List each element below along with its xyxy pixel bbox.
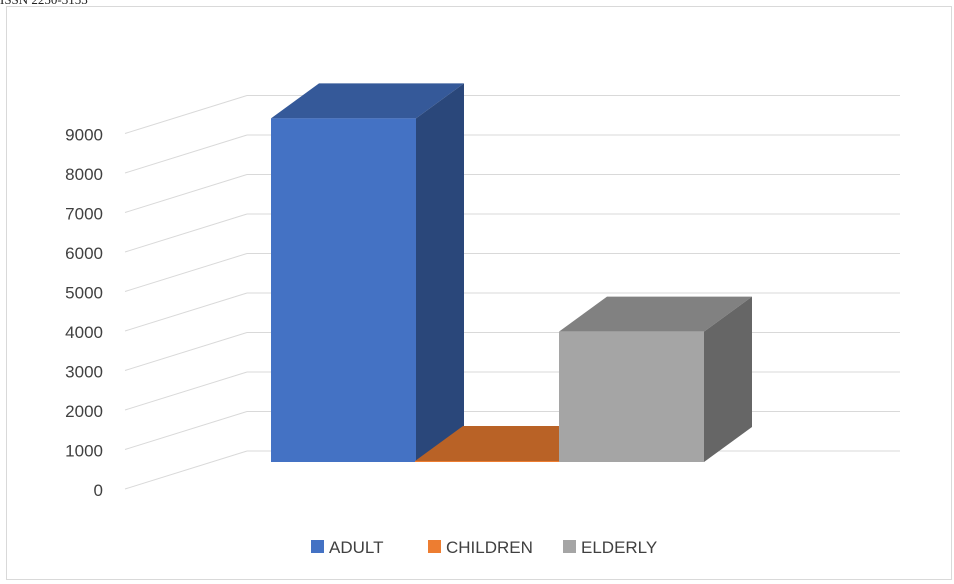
legend-item-adult: ADULT [311,538,383,557]
bar-front-face [415,461,560,462]
bar-front-face [271,118,416,462]
legend-swatch [311,540,324,553]
legend-swatch [428,540,441,553]
y-tick-label: 0 [94,481,103,500]
y-tick-label: 7000 [65,205,103,224]
legend-label: CHILDREN [446,538,533,557]
gridline-side [124,411,248,450]
gridline-side [124,174,248,213]
y-tick-label: 2000 [65,402,103,421]
legend-swatch [563,540,576,553]
y-tick-label: 1000 [65,442,103,461]
y-tick-label: 9000 [65,126,103,145]
bars [271,83,752,462]
bar-elderly [559,296,752,462]
legend-label: ELDERLY [581,538,657,557]
bar-top-face [559,296,752,332]
bar-front-face [559,331,704,462]
y-tick-label: 6000 [65,244,103,263]
gridline-side [124,213,248,253]
y-tick-label: 3000 [65,363,103,382]
journal-header: ISSN 2250-3153 [0,0,88,8]
legend: ADULT CHILDREN ELDERLY [311,538,657,557]
gridline-side [124,371,248,411]
legend-item-elderly: ELDERLY [563,538,657,557]
y-tick-label: 5000 [65,284,103,303]
y-tick-label: 8000 [65,165,103,184]
gridline-side [124,134,248,174]
bar-adult [271,83,464,462]
y-axis-tick-labels: 0 1000 2000 3000 4000 5000 6000 7000 8000 9000 [65,126,103,501]
bar-side-face [704,296,752,462]
gridline-side [124,450,248,490]
y-tick-label: 4000 [65,323,103,342]
bar-top-face [271,83,464,119]
gridline-side [124,253,248,292]
gridline-side [124,332,248,371]
chart-area: 0 1000 2000 3000 4000 5000 6000 7000 8000 9000 AD… [6,6,952,580]
gridline-side [124,95,248,134]
gridline-side [124,292,248,332]
bar-chart-3d: 0 1000 2000 3000 4000 5000 6000 7000 8000 9000 AD… [65,83,900,557]
bar-side-face [416,83,464,462]
legend-label: ADULT [329,538,383,557]
legend-item-children: CHILDREN [428,538,533,557]
